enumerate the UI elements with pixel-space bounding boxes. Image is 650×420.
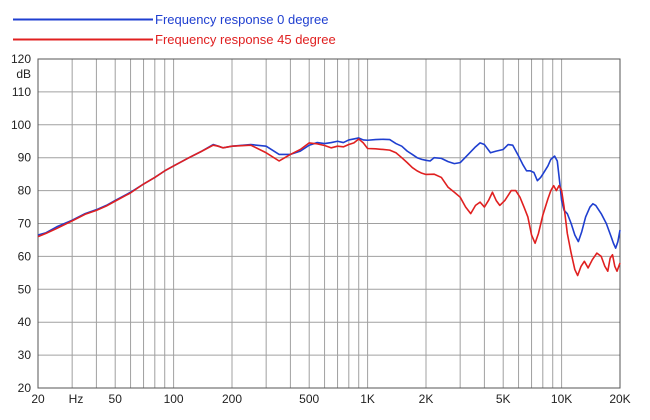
legend-label-0: Frequency response 0 degree xyxy=(155,12,328,27)
x-tick-label: 20K xyxy=(609,392,630,406)
x-tick-label: 2K xyxy=(419,392,434,406)
plot-frame xyxy=(37,58,621,389)
series-lines xyxy=(37,137,621,277)
legend-label-1: Frequency response 45 degree xyxy=(155,32,336,47)
x-tick-label: 10K xyxy=(551,392,572,406)
legend: Frequency response 0 degree Frequency re… xyxy=(13,12,336,47)
x-tick-label: 100 xyxy=(164,392,184,406)
x-tick-label: 1K xyxy=(360,392,375,406)
y-tick-label: 50 xyxy=(18,282,32,296)
x-tick-labels: 20 50 100 200 500 1K 2K 5K 10K 20K xyxy=(31,392,630,406)
y-tick-label: 80 xyxy=(18,184,32,198)
x-tick-label: 5K xyxy=(496,392,511,406)
y-tick-label: 90 xyxy=(18,151,32,165)
y-tick-label: 100 xyxy=(11,118,31,132)
x-unit-label: Hz xyxy=(69,392,84,406)
grid-horizontal xyxy=(38,91,620,356)
y-tick-label: 120 xyxy=(11,52,31,66)
series-line-1 xyxy=(37,138,621,277)
y-tick-label: 40 xyxy=(18,315,32,329)
y-tick-label: 20 xyxy=(18,381,32,395)
x-tick-label: 500 xyxy=(299,392,319,406)
y-tick-label: 70 xyxy=(18,217,32,231)
x-tick-label: 50 xyxy=(109,392,123,406)
x-tick-label: 200 xyxy=(222,392,242,406)
y-tick-label: 60 xyxy=(18,249,32,263)
x-tick-label: 20 xyxy=(31,392,45,406)
y-axis-label: dB xyxy=(16,67,31,81)
y-tick-label: 30 xyxy=(18,348,32,362)
y-tick-labels: 20 30 40 50 60 70 80 90 100 110 120 xyxy=(11,52,31,395)
y-tick-label: 110 xyxy=(12,85,31,99)
